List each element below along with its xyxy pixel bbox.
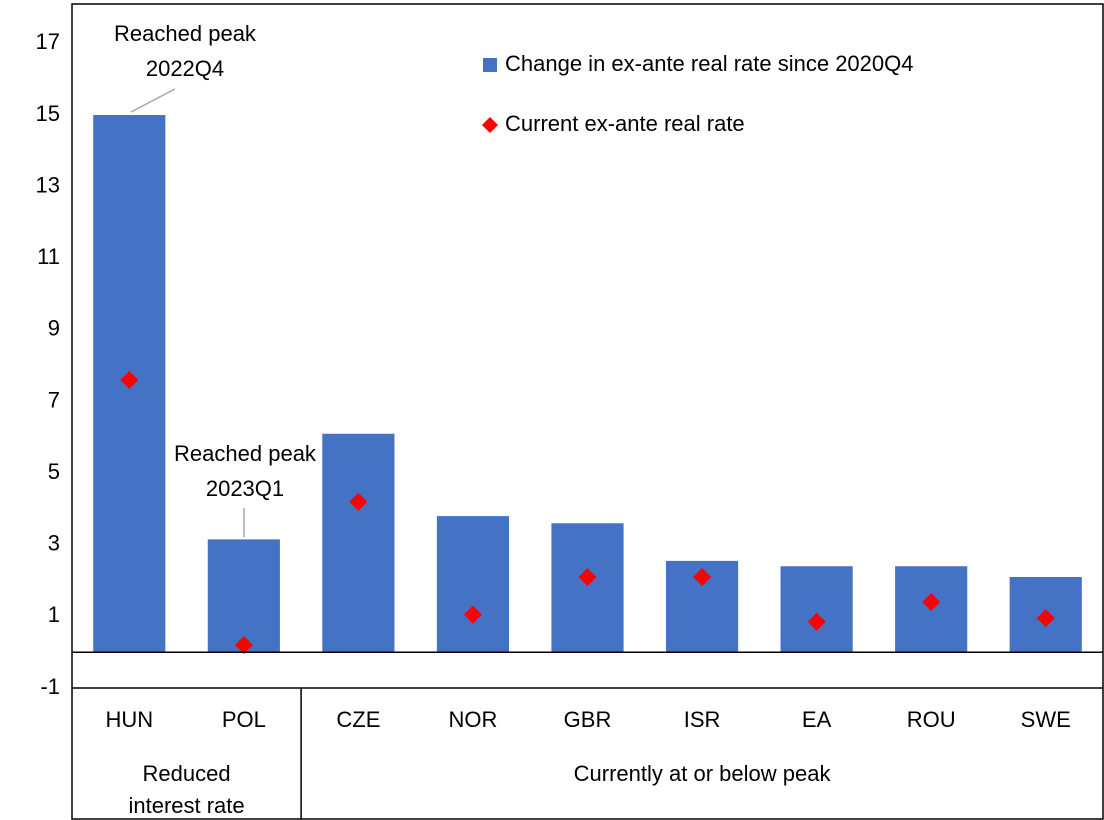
y-tick-label: 3 [48, 531, 60, 556]
legend-label: Current ex-ante real rate [505, 111, 745, 136]
plot-frame [71, 3, 1104, 820]
group-label: interest rate [128, 793, 244, 818]
diamond-marker [693, 567, 712, 586]
annotation: Reached peak [114, 21, 257, 46]
legend-label: Change in ex-ante real rate since 2020Q4 [505, 51, 913, 76]
x-tick-label: SWE [1021, 707, 1071, 732]
legend-swatch [482, 117, 498, 133]
diamond-marker [463, 605, 482, 624]
x-tick-label: POL [222, 707, 266, 732]
diamond-marker [1036, 609, 1055, 628]
bar [207, 539, 280, 653]
x-tick-label: ISR [684, 707, 721, 732]
y-tick-label: 1 [48, 602, 60, 627]
y-tick-label: 11 [37, 244, 60, 269]
y-tick-label: 15 [36, 101, 60, 126]
group-label: Reduced [143, 761, 231, 786]
x-tick-label: NOR [448, 707, 497, 732]
diamond-marker [922, 593, 941, 612]
diamond-marker [120, 371, 139, 390]
x-tick-label: HUN [105, 707, 153, 732]
annotation: 2022Q4 [146, 56, 224, 81]
y-tick-label: 5 [48, 459, 60, 484]
y-tick-label: -1 [40, 674, 60, 699]
bar [322, 433, 395, 653]
y-tick-label: 7 [48, 387, 60, 412]
group-label: Currently at or below peak [574, 761, 832, 786]
diamond-marker [234, 636, 253, 655]
diamond-marker [349, 492, 368, 511]
annotation-leader [130, 88, 176, 113]
x-tick-label: GBR [564, 707, 612, 732]
y-tick-label: 13 [36, 172, 60, 197]
y-tick-label: 9 [48, 316, 60, 341]
bar [551, 523, 624, 653]
annotation: 2023Q1 [206, 476, 284, 501]
bar [436, 516, 510, 653]
bar [780, 566, 853, 653]
x-tick-label: CZE [336, 707, 380, 732]
diamond-marker [578, 567, 597, 586]
legend-swatch [483, 58, 497, 72]
diamond-marker [807, 612, 826, 631]
x-tick-label: ROU [907, 707, 956, 732]
annotation: Reached peak [174, 441, 317, 466]
x-tick-label: EA [802, 707, 832, 732]
y-tick-label: 17 [36, 29, 60, 54]
